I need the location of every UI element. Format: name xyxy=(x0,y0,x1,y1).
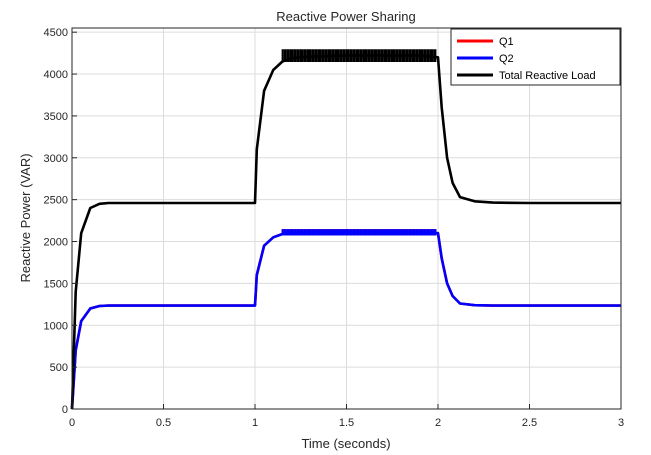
x-tick-label: 1.5 xyxy=(339,417,354,429)
y-axis-label: Reactive Power (VAR) xyxy=(18,153,33,282)
chart-title: Reactive Power Sharing xyxy=(276,9,415,24)
y-tick-label: 1000 xyxy=(44,320,68,332)
series-ripple-total-reactive-load xyxy=(281,49,437,62)
x-tick-label: 0 xyxy=(69,417,75,429)
legend: Q1 Q2 Total Reactive Load xyxy=(450,28,621,86)
x-tick-label: 2 xyxy=(435,417,441,429)
x-tick-label: 0.5 xyxy=(156,417,171,429)
y-tick-label: 2500 xyxy=(44,195,68,207)
legend-label-total-reactive-load: Total Reactive Load xyxy=(499,70,596,82)
series-ripple-q2 xyxy=(281,229,437,236)
x-tick-label: 1 xyxy=(252,417,258,429)
x-axis-ticks: 0 0.5 1 1.5 2 2.5 3 xyxy=(69,404,624,429)
y-tick-label: 3000 xyxy=(44,153,68,165)
y-tick-label: 4000 xyxy=(44,69,68,81)
y-tick-label: 0 xyxy=(62,404,68,416)
legend-label-q1: Q1 xyxy=(499,36,514,48)
x-tick-label: 3 xyxy=(618,417,624,429)
y-tick-label: 3500 xyxy=(44,111,68,123)
legend-label-q2: Q2 xyxy=(499,53,514,65)
y-tick-label: 500 xyxy=(50,362,68,374)
x-tick-label: 2.5 xyxy=(522,417,537,429)
y-tick-label: 4500 xyxy=(44,27,68,39)
series-layer xyxy=(70,49,621,410)
y-tick-label: 2000 xyxy=(44,237,68,249)
y-axis-ticks: 0 500 1000 1500 2000 2500 3000 3500 4000 4500 xyxy=(44,27,77,416)
y-tick-label: 1500 xyxy=(44,278,68,290)
grid xyxy=(72,28,621,409)
x-axis-label: Time (seconds) xyxy=(301,436,390,451)
